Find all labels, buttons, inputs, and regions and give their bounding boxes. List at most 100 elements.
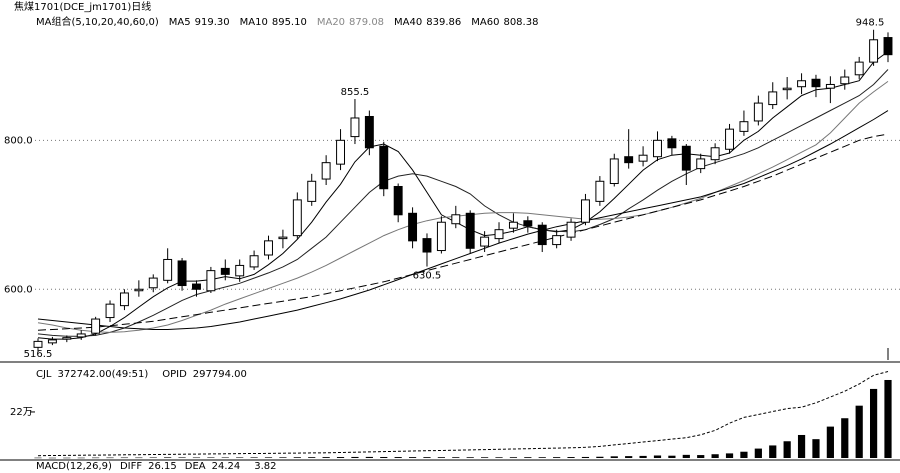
candle-body <box>379 145 389 190</box>
candle-body <box>321 162 331 180</box>
candle-body <box>33 340 43 348</box>
candle-body <box>119 292 129 307</box>
candle-body <box>854 61 864 76</box>
volume-bar <box>423 457 431 458</box>
candle-body <box>307 180 317 202</box>
volume-bar <box>92 457 100 459</box>
volume-bar <box>812 439 820 458</box>
volume-bar <box>351 456 359 458</box>
legend-value: 372742.00(49:51) <box>58 369 149 380</box>
volume-bar <box>625 456 633 458</box>
candle-body <box>436 221 446 252</box>
candle-body <box>811 78 821 88</box>
annotation: 516.5 <box>24 349 53 360</box>
candle-body <box>105 303 115 319</box>
y-tick-label: 22万 <box>10 407 33 418</box>
volume-bar <box>553 457 561 458</box>
candle-body <box>393 185 403 216</box>
volume-bar <box>63 457 71 459</box>
legend-name: MA20 <box>317 17 345 28</box>
candle-body <box>47 339 57 344</box>
volume-bar <box>192 457 201 459</box>
annotation: 855.5 <box>341 87 370 98</box>
candle-body <box>264 240 273 256</box>
legend-name: MA10 <box>240 17 268 28</box>
volume-bar <box>250 457 258 458</box>
volume-bar <box>135 457 143 459</box>
legend-name: MA60 <box>471 17 499 28</box>
volume-bar <box>841 418 849 458</box>
legend-value: 919.30 <box>195 17 230 28</box>
volume-bar <box>164 457 172 458</box>
candle-body <box>76 333 86 338</box>
ma-line <box>37 69 889 337</box>
candle-body <box>220 267 230 275</box>
volume-bar <box>365 456 373 458</box>
candle-body <box>249 255 259 268</box>
candle-body <box>537 224 547 246</box>
y-tick-label: 800.0 <box>4 135 33 146</box>
candle-body <box>62 337 72 340</box>
candle-body <box>768 91 778 106</box>
volume-bar <box>538 457 546 458</box>
indicator-name: DIFF <box>120 461 142 472</box>
candle-body <box>523 220 533 227</box>
legend: CJL 372742.00(49:51) OPID 297794.00 <box>36 369 247 380</box>
indicator-title: MACD(12,26,9) <box>36 461 112 472</box>
candle-body <box>494 229 504 240</box>
candle-body <box>696 158 706 170</box>
candle-body <box>566 221 576 238</box>
candle-body <box>609 158 619 185</box>
volume-bar <box>48 457 57 459</box>
volume-bar <box>394 457 402 458</box>
volume-bar <box>783 441 791 458</box>
volume-bar <box>653 455 662 458</box>
candle-body <box>552 235 562 246</box>
volume-bar <box>264 457 273 458</box>
volume-bar <box>77 457 85 459</box>
ma-line <box>37 80 889 333</box>
volume-bar <box>754 448 762 458</box>
volume-bar <box>711 454 719 458</box>
volume-bar <box>884 379 892 458</box>
candle-body <box>739 121 749 132</box>
volume-bar <box>668 455 676 458</box>
volume-bar <box>380 456 388 458</box>
legend-value: 895.10 <box>272 17 307 28</box>
candle-body <box>638 154 648 162</box>
volume-bar <box>509 457 518 458</box>
volume-bar <box>236 457 244 458</box>
oi-line <box>37 371 889 457</box>
candle-body <box>825 83 835 89</box>
annotation: 630.5 <box>413 271 442 282</box>
candle-body <box>782 87 792 91</box>
candle-body <box>235 264 245 277</box>
candle-body <box>91 318 101 334</box>
volume-bar <box>826 426 834 458</box>
candle-body <box>451 214 461 225</box>
candle-body <box>364 115 374 149</box>
volume-bar <box>336 457 345 458</box>
candle-body <box>422 238 432 253</box>
candle-body <box>336 139 346 165</box>
candle-body <box>580 199 590 223</box>
candle-body <box>206 270 216 292</box>
volume-bar <box>34 457 42 459</box>
legend-name: OPID <box>162 369 187 380</box>
volume-bar <box>740 451 748 458</box>
volume-bar <box>869 388 878 458</box>
candle-body <box>840 76 850 85</box>
volume-bar <box>221 457 229 458</box>
annotation: 948.5 <box>856 18 885 29</box>
volume-bar <box>308 457 316 458</box>
legend-value: 297794.00 <box>193 369 247 380</box>
legend: MA组合(5,10,20,40,60,0) MA5 919.30 MA10 895.10… <box>36 15 538 28</box>
volume-bar <box>120 457 129 459</box>
candle-body <box>667 138 677 149</box>
volume-bar <box>524 457 532 458</box>
volume-bar <box>697 455 705 458</box>
legend-value: 879.08 <box>349 17 384 28</box>
legend-value: 839.86 <box>426 17 461 28</box>
volume-bar <box>725 453 734 458</box>
candle-body <box>595 180 605 202</box>
